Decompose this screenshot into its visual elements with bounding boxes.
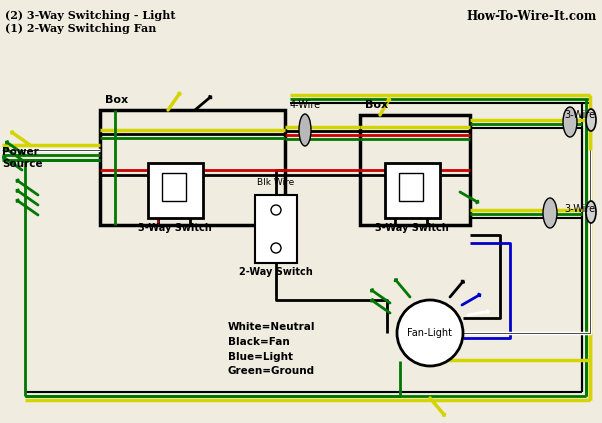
Text: 3-Way Switch: 3-Way Switch xyxy=(375,223,449,233)
Polygon shape xyxy=(371,289,373,292)
Text: 3-Way Switch: 3-Way Switch xyxy=(138,223,212,233)
Polygon shape xyxy=(11,131,13,134)
Text: 4-Wire: 4-Wire xyxy=(290,100,320,110)
Circle shape xyxy=(397,300,463,366)
Circle shape xyxy=(271,243,281,253)
Polygon shape xyxy=(478,293,480,297)
Polygon shape xyxy=(486,310,489,313)
Polygon shape xyxy=(394,279,397,281)
Polygon shape xyxy=(371,299,373,302)
Text: Box: Box xyxy=(105,95,128,105)
Polygon shape xyxy=(6,148,8,151)
Bar xyxy=(399,173,423,201)
Bar xyxy=(385,163,440,218)
Ellipse shape xyxy=(543,198,557,228)
Bar xyxy=(100,110,285,225)
Text: White=Neutral
Black=Fan
Blue=Light
Green=Ground: White=Neutral Black=Fan Blue=Light Green… xyxy=(228,322,315,376)
Text: Box: Box xyxy=(365,100,388,110)
Bar xyxy=(255,195,297,263)
Ellipse shape xyxy=(586,109,596,131)
Text: Power
Source: Power Source xyxy=(2,147,43,169)
Text: 3-Wire: 3-Wire xyxy=(564,204,595,214)
Polygon shape xyxy=(461,280,464,283)
Circle shape xyxy=(271,205,281,215)
Bar xyxy=(148,163,203,218)
Ellipse shape xyxy=(563,107,577,137)
Text: How-To-Wire-It.com: How-To-Wire-It.com xyxy=(467,10,597,23)
Bar xyxy=(360,115,470,225)
Ellipse shape xyxy=(299,114,311,146)
Polygon shape xyxy=(16,189,19,192)
Polygon shape xyxy=(6,141,8,144)
Polygon shape xyxy=(442,414,445,416)
Polygon shape xyxy=(16,179,19,182)
Ellipse shape xyxy=(586,201,596,223)
Polygon shape xyxy=(3,156,5,159)
Polygon shape xyxy=(178,92,181,95)
Text: 2-Way Switch: 2-Way Switch xyxy=(239,267,313,277)
Polygon shape xyxy=(476,200,479,204)
Bar xyxy=(162,173,186,201)
Text: (2) 3-Way Switching - Light
(1) 2-Way Switching Fan: (2) 3-Way Switching - Light (1) 2-Way Sw… xyxy=(5,10,176,34)
Text: Blk Wire: Blk Wire xyxy=(258,178,294,187)
Polygon shape xyxy=(209,96,212,99)
Text: Fan-Light: Fan-Light xyxy=(408,328,453,338)
Polygon shape xyxy=(16,199,19,202)
Polygon shape xyxy=(387,98,391,101)
Text: 3-Wire: 3-Wire xyxy=(564,110,595,120)
